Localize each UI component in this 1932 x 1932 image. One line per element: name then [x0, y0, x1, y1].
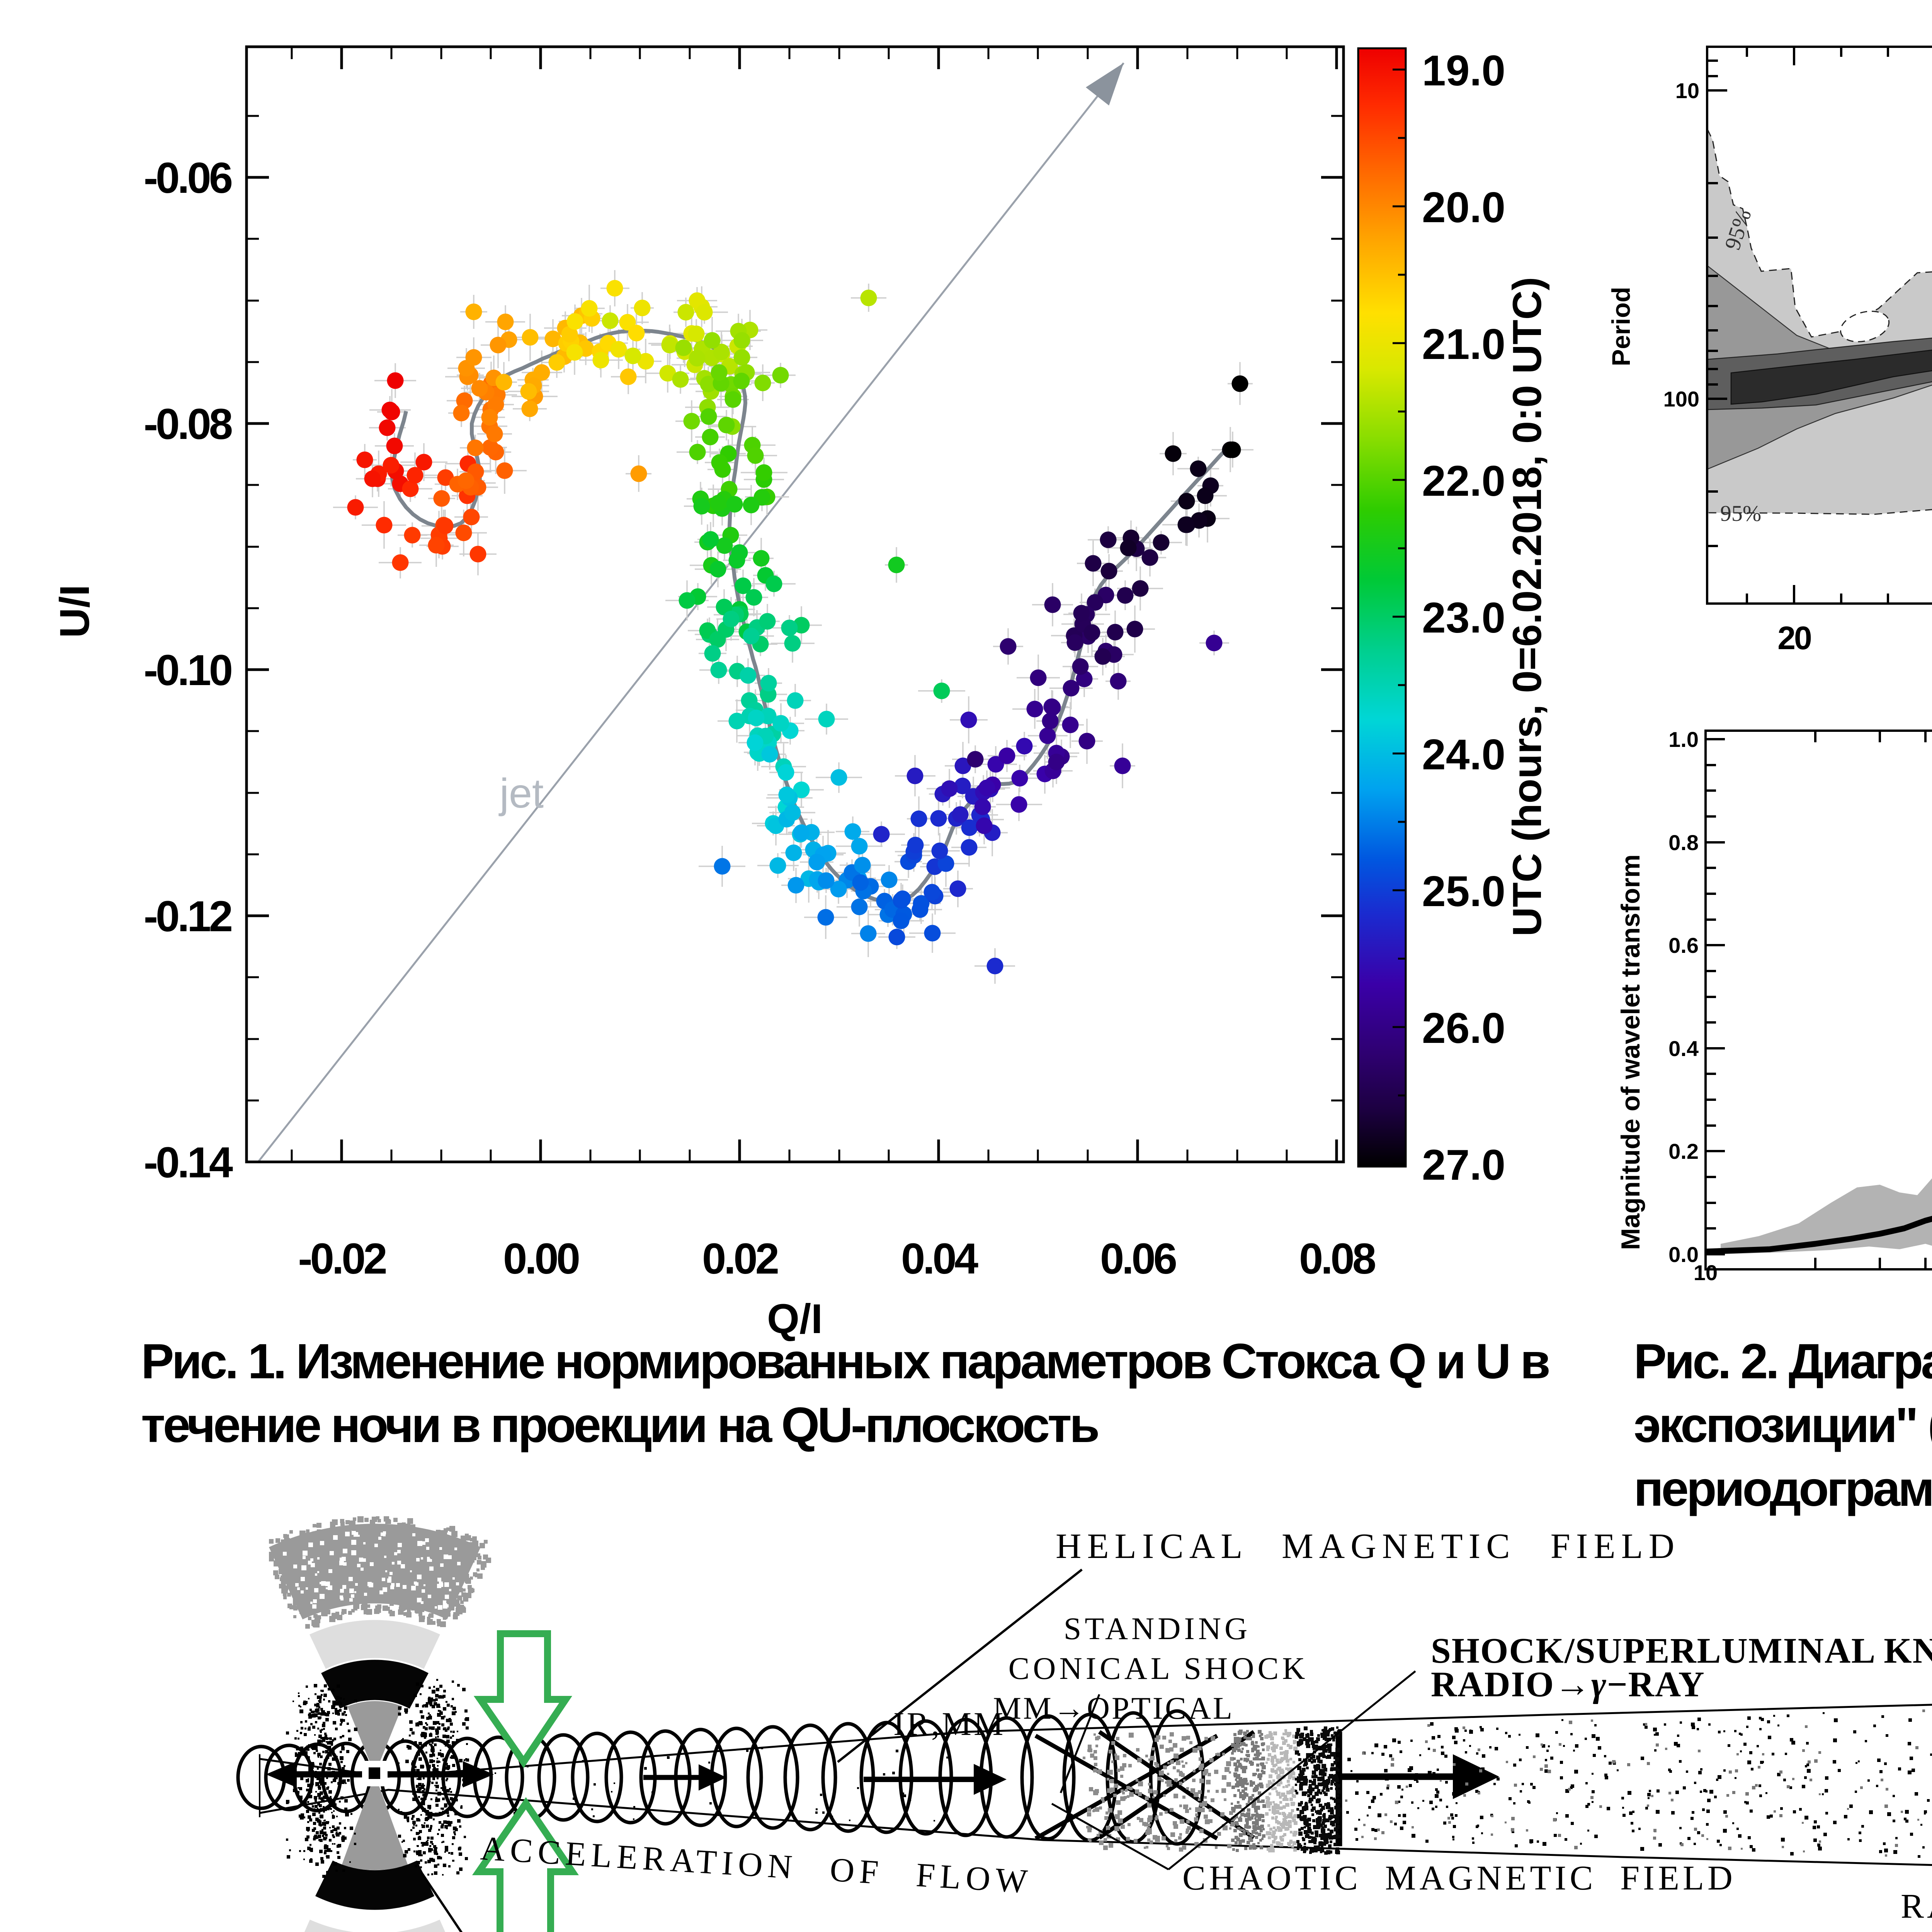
svg-text:IR,MM: IR,MM: [893, 1705, 1005, 1742]
svg-text:0.08: 0.08: [1299, 1235, 1375, 1283]
svg-text:95%: 95%: [1720, 501, 1761, 526]
svg-text:STANDING: STANDING: [1064, 1611, 1251, 1646]
svg-text:jet: jet: [498, 770, 544, 816]
svg-text:-0.08: -0.08: [144, 400, 232, 448]
svg-text:-0.12: -0.12: [144, 892, 231, 940]
svg-text:RADIO: RADIO: [1901, 1887, 1932, 1925]
svg-text:0.6: 0.6: [1668, 933, 1699, 957]
svg-text:0.02: 0.02: [702, 1235, 778, 1283]
svg-text:UTC (hours, 0=6.02.2018, 0:0 U: UTC (hours, 0=6.02.2018, 0:0 UTC): [1505, 277, 1550, 937]
svg-text:Period: Period: [1607, 287, 1635, 366]
svg-text:0.04: 0.04: [901, 1235, 978, 1283]
svg-text:22.0: 22.0: [1422, 457, 1505, 505]
svg-text:0.0: 0.0: [1668, 1242, 1699, 1267]
svg-text:21.0: 21.0: [1422, 320, 1505, 368]
svg-text:MM→OPTICAL: MM→OPTICAL: [993, 1690, 1234, 1726]
svg-text:-0.14: -0.14: [144, 1138, 233, 1187]
svg-text:27.0: 27.0: [1422, 1141, 1505, 1189]
svg-text:0.00: 0.00: [503, 1235, 579, 1283]
svg-text:19.0: 19.0: [1422, 47, 1505, 95]
svg-text:10: 10: [1675, 78, 1699, 103]
svg-text:23.0: 23.0: [1422, 594, 1505, 642]
svg-text:10: 10: [1694, 1260, 1718, 1285]
svg-text:RADIO→γ−RAY: RADIO→γ−RAY: [1431, 1665, 1705, 1704]
svg-text:25.0: 25.0: [1422, 867, 1505, 915]
svg-text:CONICAL SHOCK: CONICAL SHOCK: [1009, 1651, 1309, 1686]
svg-text:0.8: 0.8: [1668, 830, 1699, 855]
svg-text:-0.02: -0.02: [298, 1235, 386, 1283]
svg-text:HELICAL MAGNETIC FIELD: HELICAL MAGNETIC FIELD: [1056, 1526, 1680, 1566]
svg-text:100: 100: [1663, 387, 1699, 411]
svg-text:20.0: 20.0: [1422, 184, 1505, 231]
svg-text:U/I: U/I: [51, 585, 98, 638]
svg-text:0.4: 0.4: [1668, 1036, 1699, 1061]
svg-text:24.0: 24.0: [1422, 731, 1505, 779]
svg-text:ACCELERATION OF FLOW: ACCELERATION OF FLOW: [480, 1830, 1034, 1901]
svg-text:SHOCK/SUPERLUMINAL KNOT: SHOCK/SUPERLUMINAL KNOT: [1431, 1631, 1932, 1671]
svg-text:CHAOTIC MAGNETIC FIELD: CHAOTIC MAGNETIC FIELD: [1182, 1859, 1736, 1897]
svg-text:Q/I: Q/I: [767, 1295, 823, 1342]
svg-text:0.06: 0.06: [1100, 1235, 1176, 1283]
svg-text:26.0: 26.0: [1422, 1004, 1505, 1052]
svg-text:1.0: 1.0: [1668, 727, 1699, 752]
svg-text:0.2: 0.2: [1668, 1139, 1699, 1163]
svg-text:20: 20: [1777, 620, 1811, 656]
svg-text:-0.10: -0.10: [144, 646, 231, 694]
svg-text:Magnitude of wavelet transform: Magnitude of wavelet transform: [1616, 854, 1645, 1250]
svg-text:-0.06: -0.06: [144, 154, 232, 202]
